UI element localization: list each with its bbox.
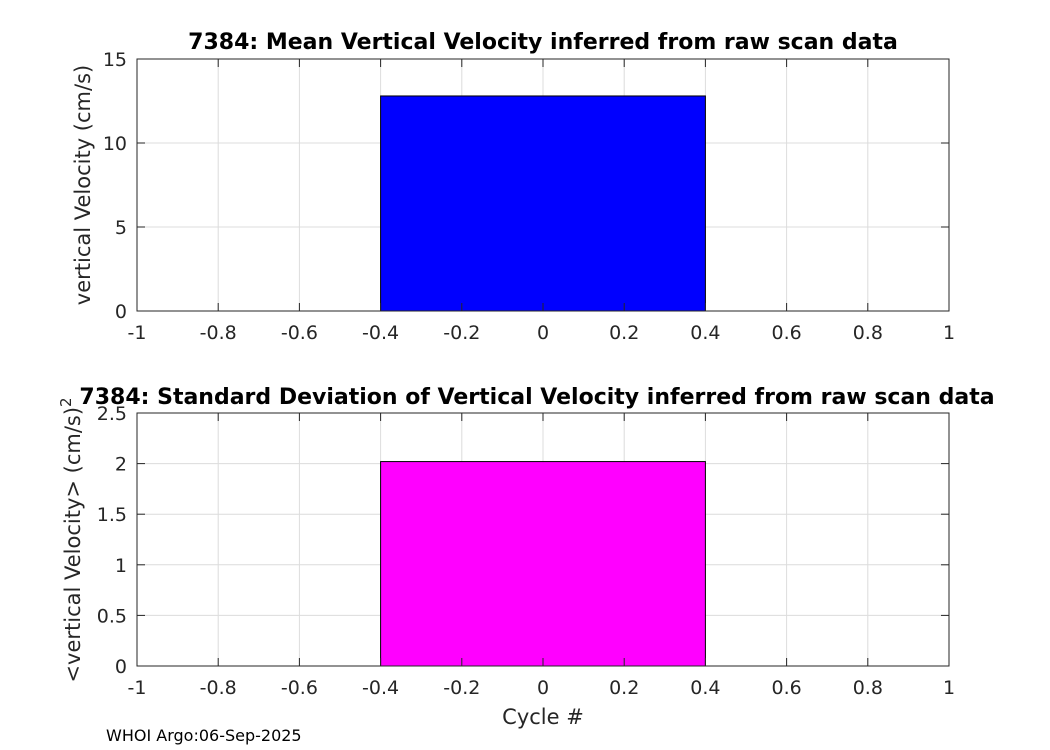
std-velocity-bars: [380, 461, 706, 667]
mean-velocity-x-tick-label: -0.4: [362, 322, 399, 344]
mean-velocity-y-tick-label: 5: [115, 217, 127, 239]
std-velocity-x-tick-label: -1: [128, 677, 147, 699]
mean-velocity-y-tick-label: 10: [103, 133, 127, 155]
std-velocity-x-tick-label: -0.8: [200, 677, 237, 699]
std-velocity-x-tick-label: 0.8: [853, 677, 883, 699]
std-velocity-y-axis-label: <vertical Velocity> (cm/s)2: [57, 397, 85, 682]
std-velocity-x-axis-label: Cycle #: [502, 705, 584, 729]
std-velocity-y-tick-label: 2: [115, 454, 127, 476]
std-velocity-bar: [380, 461, 706, 667]
std-velocity-y-tick-label: 1.5: [97, 504, 127, 526]
mean-velocity-x-tick-label: -0.8: [200, 322, 237, 344]
std-velocity-chart: -1 -0.8 -0.6 -0.4 -0.2 0 0.2 0.4 0.6 0.8 1 0 0.5 1 1.…: [57, 385, 995, 729]
std-velocity-y-tick-label: 0.5: [97, 605, 127, 627]
mean-velocity-y-axis-label: vertical Velocity (cm/s): [71, 65, 95, 305]
mean-velocity-x-tick-label: -1: [128, 322, 147, 344]
std-velocity-x-tick-label: 0: [537, 677, 549, 699]
mean-velocity-bars: [380, 95, 706, 312]
mean-velocity-bar: [380, 95, 706, 312]
std-velocity-x-tick-label: -0.2: [443, 677, 480, 699]
mean-velocity-chart: -1 -0.8 -0.6 -0.4 -0.2 0 0.2 0.4 0.6 0.8 1 051015 …: [71, 30, 955, 344]
std-velocity-x-tick-label: -0.6: [281, 677, 318, 699]
std-velocity-y-tick-label: 1: [115, 555, 127, 577]
mean-velocity-y-ticks: 0 5 10 15: [103, 49, 949, 323]
std-velocity-y-ticks: 0 0.5 1 1.5 2 2.5: [97, 403, 949, 678]
std-velocity-y-axis-label-exponent: 2: [57, 397, 75, 407]
mean-velocity-x-tick-label: 1: [943, 322, 955, 344]
std-velocity-x-ticks: -1 -0.8 -0.6 -0.4 -0.2 0 0.2 0.4 0.6 0.8 1: [128, 413, 955, 699]
std-velocity-y-axis-label-main: <vertical Velocity> (cm/s): [61, 407, 85, 683]
mean-velocity-x-tick-label: 0.4: [690, 322, 720, 344]
mean-velocity-x-tick-label: -0.2: [443, 322, 480, 344]
std-velocity-x-tick-label: 0.6: [771, 677, 801, 699]
std-velocity-x-tick-label: -0.4: [362, 677, 399, 699]
mean-velocity-x-ticks: -1 -0.8 -0.6 -0.4 -0.2 0 0.2 0.4 0.6 0.8 1: [128, 59, 955, 344]
mean-velocity-x-tick-label: -0.6: [281, 322, 318, 344]
std-velocity-y-tick-label: 2.5: [97, 403, 127, 425]
mean-velocity-x-tick-label: 0: [537, 322, 549, 344]
footer-timestamp: WHOI Argo:06-Sep-2025: [106, 726, 302, 745]
mean-velocity-y-tick-label: 0: [115, 301, 127, 323]
std-velocity-y-axis-label-group: <vertical Velocity> (cm/s)2: [57, 397, 85, 682]
std-velocity-x-tick-label: 0.2: [609, 677, 639, 699]
mean-velocity-y-tick-label: 15: [103, 49, 127, 71]
mean-velocity-x-tick-label: 0.6: [771, 322, 801, 344]
std-velocity-y-tick-label: 0: [115, 656, 127, 678]
std-velocity-x-tick-label: 1: [943, 677, 955, 699]
std-velocity-chart-title: 7384: Standard Deviation of Vertical Vel…: [79, 385, 994, 410]
mean-velocity-x-tick-label: 0.2: [609, 322, 639, 344]
std-velocity-x-tick-label: 0.4: [690, 677, 720, 699]
mean-velocity-chart-title: 7384: Mean Vertical Velocity inferred fr…: [188, 30, 898, 55]
mean-velocity-x-tick-label: 0.8: [853, 322, 883, 344]
